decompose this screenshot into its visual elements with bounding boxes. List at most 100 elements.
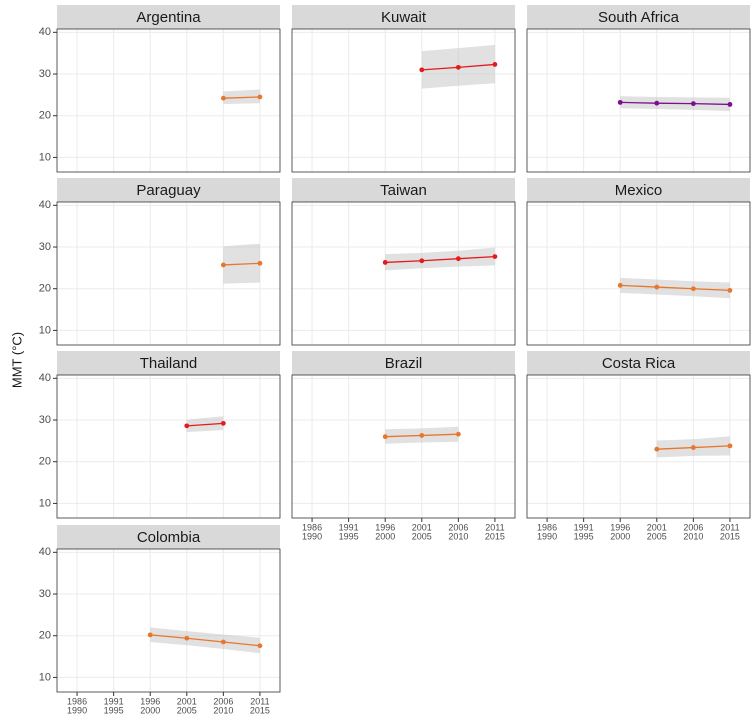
y-tick-label: 30	[39, 588, 51, 600]
x-tick-label: 2015	[485, 531, 505, 541]
panel-bg	[57, 375, 280, 518]
strip	[527, 178, 750, 202]
point	[690, 445, 696, 450]
x-tick-label: 2015	[720, 531, 740, 541]
panel-bg	[527, 202, 750, 345]
line	[620, 284, 730, 292]
x-tick-label: 2001	[647, 522, 667, 532]
point	[455, 431, 461, 437]
point	[727, 102, 733, 107]
x-tick-label: 1996	[375, 522, 395, 532]
line	[385, 255, 495, 264]
panel-bg	[292, 202, 515, 345]
y-tick-label: 40	[39, 199, 51, 211]
x-tick-label: 2006	[683, 522, 703, 532]
point	[617, 282, 623, 288]
strip	[57, 525, 280, 549]
panel-border	[526, 201, 751, 346]
strip	[527, 351, 750, 375]
panel-title: Colombia	[137, 529, 201, 546]
x-tick-label: 1990	[302, 531, 322, 541]
line	[620, 101, 730, 106]
point	[492, 254, 498, 260]
confidence-band	[223, 89, 260, 105]
x-tick-label: 2001	[177, 696, 197, 706]
panel-bg	[292, 29, 515, 172]
x-tick-label: 2010	[213, 705, 233, 715]
point	[727, 443, 733, 449]
point	[220, 420, 226, 426]
point	[220, 639, 226, 645]
panel-title: Costa Rica	[602, 355, 676, 372]
y-tick-label: 20	[39, 110, 51, 122]
strip	[292, 5, 515, 29]
point	[727, 287, 733, 293]
point	[654, 100, 660, 106]
point	[257, 260, 263, 266]
panel-bg	[57, 549, 280, 692]
panel-title: Argentina	[136, 9, 201, 26]
y-tick-label: 20	[39, 630, 51, 642]
y-axis-label: MMT (°C)	[9, 332, 24, 388]
strip	[292, 351, 515, 375]
point	[382, 260, 388, 265]
x-tick-label: 1995	[574, 531, 594, 541]
panel-border	[526, 374, 751, 519]
x-tick-label: 1995	[104, 705, 124, 715]
line	[223, 96, 260, 99]
point	[147, 632, 153, 638]
point	[492, 62, 498, 67]
y-tick-label: 30	[39, 241, 51, 253]
point	[690, 286, 696, 292]
x-tick-label: 2005	[412, 531, 432, 541]
point	[257, 643, 263, 649]
y-tick-label: 40	[39, 26, 51, 38]
x-tick-label: 1990	[537, 531, 557, 541]
line	[186, 422, 224, 427]
point	[257, 94, 263, 100]
panel-title: Taiwan	[380, 182, 427, 199]
x-tick-label: 2000	[375, 531, 395, 541]
y-tick-label: 30	[39, 414, 51, 426]
panel-border	[291, 374, 516, 519]
panel-bg	[527, 29, 750, 172]
point	[455, 256, 461, 262]
x-tick-label: 1986	[537, 522, 557, 532]
y-tick-label: 10	[39, 324, 51, 336]
x-tick-label: 1990	[67, 705, 87, 715]
point	[455, 64, 461, 70]
point	[220, 95, 226, 101]
x-tick-label: 2000	[610, 531, 630, 541]
y-tick-label: 10	[39, 151, 51, 163]
y-tick-label: 10	[39, 671, 51, 683]
panel-border	[56, 374, 281, 519]
point	[690, 101, 696, 107]
panel-title: South Africa	[598, 9, 680, 26]
confidence-band	[385, 247, 495, 271]
x-tick-label: 2006	[213, 696, 233, 706]
panel-border	[291, 28, 516, 173]
x-tick-label: 2001	[412, 522, 432, 532]
panel-title: Mexico	[615, 182, 663, 199]
panel-border	[526, 28, 751, 173]
strip	[57, 351, 280, 375]
y-tick-label: 20	[39, 283, 51, 295]
panel-title: Paraguay	[136, 182, 201, 199]
point	[220, 262, 226, 268]
line	[150, 634, 260, 647]
panel-title: Thailand	[140, 355, 198, 372]
panel-border	[291, 201, 516, 346]
panel-border	[56, 28, 281, 173]
panel-bg	[292, 375, 515, 518]
point	[184, 423, 190, 429]
point	[419, 433, 425, 438]
point	[419, 258, 425, 264]
y-tick-label: 30	[39, 68, 51, 80]
panel-border	[56, 548, 281, 693]
x-tick-label: 1991	[104, 696, 124, 706]
x-tick-label: 1996	[610, 522, 630, 532]
strip	[292, 178, 515, 202]
strip	[57, 178, 280, 202]
x-tick-label: 2005	[647, 531, 667, 541]
